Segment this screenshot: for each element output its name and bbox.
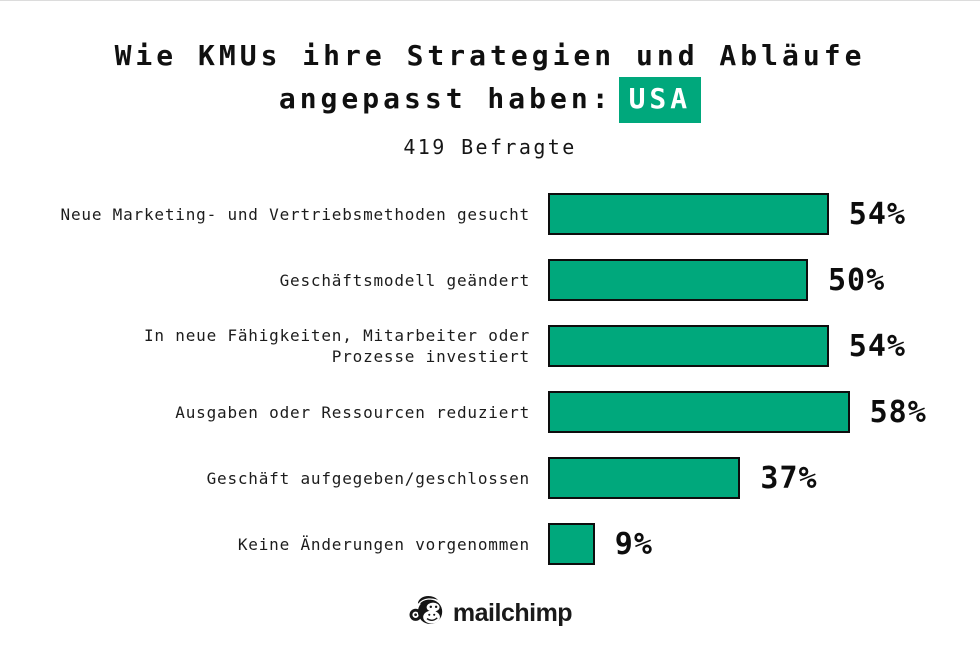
title-line2: angepasst haben: USA (20, 77, 960, 123)
category-label: Neue Marketing- und Vertriebsmethoden ge… (60, 204, 530, 224)
bar (548, 391, 850, 433)
bar-row: In neue Fähigkeiten, Mitarbeiter oder Pr… (0, 313, 980, 379)
respondents-subtitle: 419 Befragte (403, 135, 577, 159)
value-label: 54% (848, 328, 906, 364)
bar (548, 457, 741, 499)
mailchimp-wordmark: mailchimp (452, 598, 573, 627)
bar-row: Geschäft aufgegeben/geschlossen 37% (0, 445, 980, 511)
bar (548, 325, 829, 367)
value-label: 58% (869, 394, 927, 430)
bar-row: Keine Änderungen vorgenommen 9% (0, 511, 980, 577)
bar-chart: Neue Marketing- und Vertriebsmethoden ge… (0, 181, 980, 577)
bar-row: Neue Marketing- und Vertriebsmethoden ge… (0, 181, 980, 247)
category-label: Ausgaben oder Ressourcen reduziert (175, 402, 530, 422)
category-label: Keine Änderungen vorgenommen (237, 534, 530, 554)
value-label: 54% (848, 196, 906, 232)
value-label: 37% (760, 460, 818, 496)
title-line2-prefix: angepasst haben: (278, 82, 613, 115)
value-label: 50% (828, 262, 886, 298)
bar (548, 259, 808, 301)
category-label: Geschäft aufgegeben/geschlossen (206, 468, 530, 488)
category-label: Geschäftsmodell geändert (279, 270, 530, 290)
bar (548, 523, 595, 565)
title-line1: Wie KMUs ihre Strategien und Abläufe (114, 39, 866, 72)
bar-row: Geschäftsmodell geändert 50% (0, 247, 980, 313)
title-highlight-usa: USA (618, 77, 702, 123)
bar (548, 193, 829, 235)
category-label: In neue Fähigkeiten, Mitarbeiter oder Pr… (143, 326, 530, 366)
bar-row: Ausgaben oder Ressourcen reduziert 58% (0, 379, 980, 445)
mailchimp-freddie-icon (408, 594, 446, 632)
value-label: 9% (614, 526, 653, 562)
page-title: Wie KMUs ihre Strategien und Abläufe ang… (20, 35, 960, 123)
footer-logo: mailchimp (0, 594, 980, 632)
